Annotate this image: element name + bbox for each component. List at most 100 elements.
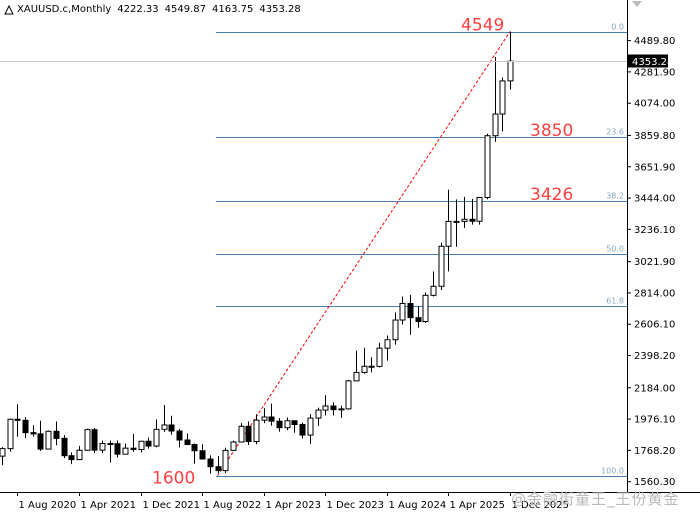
time-tick-label: 1 Apr 2023 <box>266 500 321 511</box>
price-annotations: 4549 3850 3426 1600 <box>152 16 573 489</box>
candle-body <box>415 317 422 323</box>
symbol-timeframe: XAUUSD.c,Monthly <box>17 4 112 15</box>
price-annotation: 1600 <box>152 469 195 489</box>
fibonacci-retracement[interactable]: 0.0 23.6 38.2 50.0 61.8 100.0 <box>216 23 627 477</box>
candle <box>291 420 298 433</box>
candle-body <box>253 419 260 443</box>
price-axis: 4489.80 4281.90 4074.00 3859.80 3651.90 3444.… <box>0 0 700 493</box>
dashed-trend-line <box>217 31 511 476</box>
candle <box>230 440 237 451</box>
candle-body <box>199 450 206 460</box>
fib-level-label: 100.0 <box>601 467 624 476</box>
candle <box>276 418 283 432</box>
candle <box>161 404 168 433</box>
candle-body <box>14 418 21 421</box>
candle <box>238 423 245 443</box>
candle-body <box>138 440 145 451</box>
current-price-badge <box>628 54 668 68</box>
candle-body <box>114 443 121 455</box>
time-tick-label: 1 Aug 2024 <box>389 500 447 511</box>
candle <box>407 294 414 335</box>
candle <box>138 440 145 453</box>
price-tick-label: 2814.00 <box>634 288 675 299</box>
candle <box>361 347 368 374</box>
candle-body <box>68 455 75 461</box>
candle-body <box>368 365 375 368</box>
price-tick-label: 1768.20 <box>634 446 675 457</box>
candle <box>492 56 499 142</box>
candle <box>299 422 306 439</box>
candle <box>245 421 252 446</box>
candle <box>145 437 152 449</box>
candle <box>261 408 268 424</box>
trend-line[interactable] <box>217 31 511 476</box>
ohlc-low: 4163.75 <box>212 4 254 15</box>
candle-body <box>130 447 137 451</box>
candle-body <box>430 285 437 296</box>
candle <box>484 133 491 200</box>
candle-body <box>338 408 345 411</box>
candle-body <box>315 409 322 419</box>
time-tick-label: 1 Dec 2025 <box>512 500 570 511</box>
candle-body <box>399 302 406 321</box>
price-annotation: 3426 <box>530 185 573 205</box>
candle <box>14 404 21 437</box>
candle-body <box>392 319 399 341</box>
candle-body <box>507 60 514 82</box>
candle <box>338 405 345 418</box>
candle-body <box>499 80 506 115</box>
candle-body <box>361 365 368 373</box>
price-tick-label: 2398.20 <box>634 351 675 362</box>
candle-body <box>37 433 44 450</box>
candle <box>207 455 214 474</box>
candle <box>422 292 429 324</box>
candle-body <box>145 440 152 447</box>
chart-shift-arrow-icon[interactable] <box>632 1 642 7</box>
candle <box>253 414 260 445</box>
candle-body <box>168 424 175 432</box>
candle-body <box>91 429 98 451</box>
candle <box>461 196 468 228</box>
candle-body <box>407 302 414 319</box>
candle-body <box>161 424 168 430</box>
candle-body <box>353 371 360 382</box>
candle-body <box>453 220 460 223</box>
candle <box>345 379 352 410</box>
price-tick-label: 1560.30 <box>634 477 675 488</box>
fib-level-label: 23.6 <box>606 128 624 137</box>
candle <box>469 198 476 225</box>
candle-body <box>184 439 191 446</box>
time-tick-label: 1 Aug 2022 <box>204 500 262 511</box>
candle <box>222 447 229 474</box>
candle-body <box>422 294 429 323</box>
price-tick-label: 2184.00 <box>634 383 675 394</box>
candle-body <box>261 416 268 421</box>
candle <box>507 31 514 90</box>
candle-body <box>176 430 183 441</box>
candle <box>438 242 445 291</box>
candle-body <box>230 441 237 451</box>
candle <box>307 414 314 445</box>
candle <box>199 444 206 460</box>
candle <box>315 407 322 426</box>
candle-body <box>99 442 106 451</box>
candle-body <box>376 347 383 367</box>
candle <box>68 452 75 465</box>
candle-body <box>307 417 314 436</box>
candle-body <box>445 220 452 247</box>
candle <box>330 402 337 416</box>
candlestick-series <box>0 31 514 474</box>
candle-body <box>207 458 214 468</box>
price-tick-label: 1976.10 <box>634 415 675 426</box>
candle-body <box>191 444 198 452</box>
candle <box>445 189 452 272</box>
candle <box>399 296 406 325</box>
candle <box>99 440 106 454</box>
candle <box>322 395 329 416</box>
candle-body <box>22 419 29 434</box>
price-tick-label: 4489.80 <box>634 36 675 47</box>
time-tick-label: 1 Dec 2021 <box>143 500 201 511</box>
candle-body <box>107 442 114 445</box>
